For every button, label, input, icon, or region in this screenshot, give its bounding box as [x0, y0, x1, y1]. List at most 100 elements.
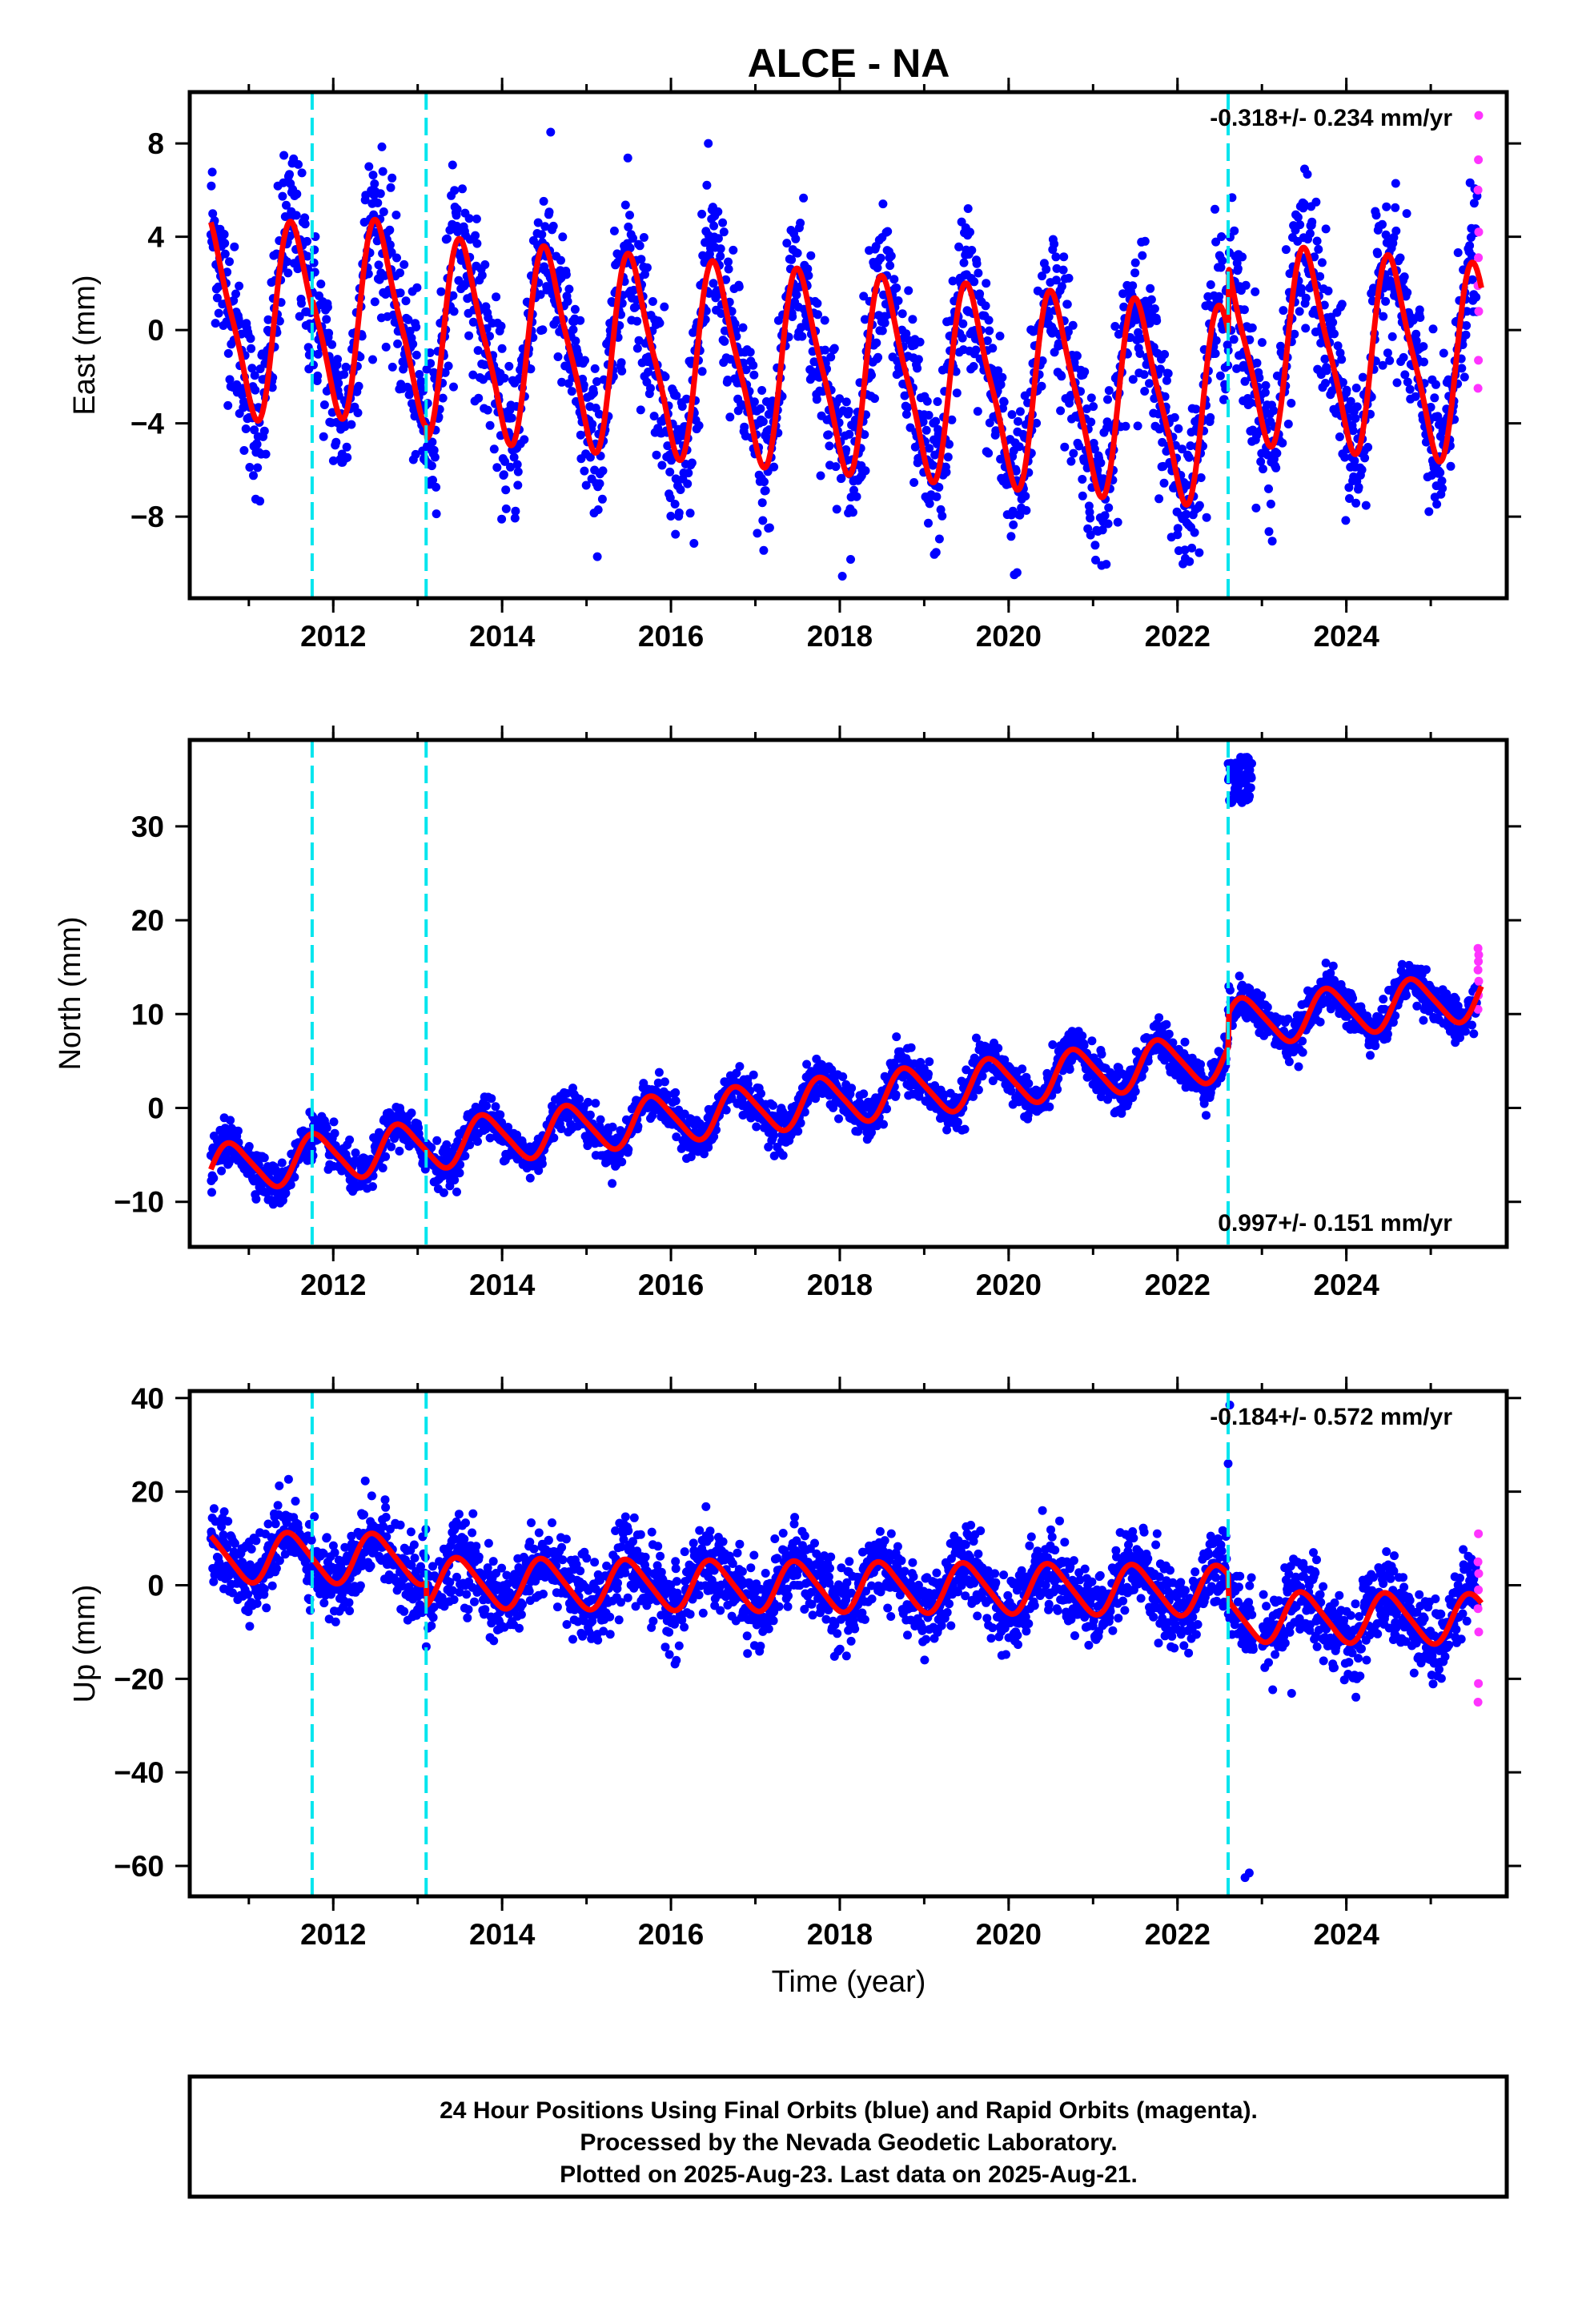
- final-orbit-point: [1317, 258, 1327, 267]
- final-orbit-point: [1338, 378, 1347, 387]
- final-orbit-point: [1100, 511, 1110, 521]
- final-orbit-point: [283, 268, 293, 278]
- final-orbit-point: [1321, 379, 1330, 388]
- final-orbit-point: [663, 1090, 673, 1100]
- final-orbit-point: [832, 505, 841, 514]
- final-orbit-point: [403, 382, 412, 392]
- final-orbit-point: [448, 160, 457, 170]
- final-orbit-point: [1238, 252, 1247, 262]
- final-orbit-point: [513, 480, 523, 490]
- final-orbit-point: [1439, 348, 1448, 358]
- final-orbit-point: [972, 259, 982, 268]
- final-orbit-point: [585, 1110, 595, 1120]
- final-orbit-point: [1091, 555, 1100, 565]
- final-orbit-point: [253, 463, 263, 472]
- final-orbit-point: [341, 362, 351, 372]
- final-orbit-point: [472, 239, 482, 248]
- final-orbit-point: [924, 518, 933, 528]
- final-orbit-point: [386, 183, 396, 192]
- final-orbit-point: [219, 230, 229, 239]
- final-orbit-point: [259, 426, 269, 436]
- final-orbit-point: [959, 258, 969, 267]
- final-orbit-point: [355, 352, 365, 362]
- final-orbit-point: [1173, 530, 1182, 540]
- final-orbit-point: [1462, 307, 1472, 316]
- final-orbit-point: [1053, 1084, 1062, 1094]
- final-orbit-point: [278, 191, 287, 201]
- final-orbit-point: [1344, 483, 1354, 493]
- final-orbit-point: [385, 225, 395, 235]
- final-orbit-point: [552, 316, 561, 325]
- final-orbit-point: [1411, 392, 1420, 401]
- final-orbit-point: [943, 452, 953, 462]
- final-orbit-point: [963, 204, 973, 213]
- final-orbit-point: [879, 1120, 888, 1129]
- final-orbit-point: [468, 317, 478, 327]
- final-orbit-point: [576, 430, 585, 440]
- final-orbit-point: [538, 325, 548, 335]
- final-orbit-point: [512, 460, 522, 469]
- final-orbit-point: [504, 361, 514, 371]
- final-orbit-point: [500, 373, 509, 383]
- final-orbit-point: [589, 388, 598, 398]
- final-orbit-point: [831, 462, 841, 472]
- final-orbit-point: [1007, 410, 1017, 420]
- final-orbit-point: [974, 1085, 983, 1095]
- final-orbit-point: [1360, 453, 1370, 463]
- final-orbit-point: [282, 200, 291, 210]
- final-orbit-point: [1320, 354, 1330, 364]
- final-orbit-point: [859, 292, 869, 301]
- final-orbit-point: [816, 471, 825, 480]
- final-orbit-point: [713, 207, 723, 216]
- final-orbit-point: [901, 329, 911, 339]
- final-orbit-point: [1187, 543, 1197, 553]
- final-orbit-point: [1182, 480, 1192, 490]
- final-orbit-point: [1391, 226, 1401, 235]
- final-orbit-point: [387, 173, 397, 183]
- final-orbit-point: [797, 323, 806, 332]
- final-orbit-point: [1145, 319, 1154, 328]
- final-orbit-point: [1168, 1038, 1178, 1047]
- final-orbit-point: [908, 315, 917, 324]
- final-orbit-point: [1333, 341, 1343, 351]
- x-tick-label: 2018: [807, 620, 873, 653]
- final-orbit-point: [802, 1059, 812, 1069]
- final-orbit-point: [892, 283, 901, 292]
- final-orbit-point: [292, 189, 302, 199]
- final-orbit-point: [436, 287, 446, 296]
- final-orbit-point: [1146, 295, 1156, 304]
- final-orbit-point: [1337, 355, 1347, 364]
- final-orbit-point: [630, 303, 640, 312]
- final-orbit-point: [934, 534, 944, 544]
- final-orbit-point: [1461, 330, 1471, 340]
- final-orbit-point: [1154, 494, 1164, 504]
- final-orbit-point: [725, 355, 735, 364]
- final-orbit-point: [229, 296, 239, 305]
- final-orbit-point: [500, 456, 510, 466]
- y-tick-label: 4: [147, 221, 164, 254]
- final-orbit-point: [1138, 251, 1147, 260]
- final-orbit-point: [1321, 224, 1331, 234]
- final-orbit-point: [982, 336, 992, 345]
- final-orbit-point: [793, 1127, 803, 1136]
- final-orbit-point: [654, 1068, 664, 1077]
- final-orbit-point: [1139, 370, 1149, 380]
- final-orbit-point: [671, 529, 681, 539]
- final-orbit-point: [1378, 360, 1387, 370]
- final-orbit-point: [903, 403, 912, 412]
- final-orbit-point: [585, 452, 595, 462]
- final-orbit-point: [724, 257, 733, 267]
- final-orbit-point: [702, 180, 712, 190]
- final-orbit-point: [492, 463, 502, 472]
- final-orbit-point: [553, 352, 563, 361]
- final-orbit-point: [1352, 402, 1362, 412]
- final-orbit-point: [576, 316, 585, 325]
- final-orbit-point: [1301, 293, 1311, 303]
- final-orbit-point: [477, 271, 487, 280]
- final-orbit-point: [644, 368, 653, 376]
- final-orbit-point: [598, 466, 608, 476]
- final-orbit-point: [217, 1166, 227, 1176]
- final-orbit-point: [674, 508, 684, 517]
- final-orbit-point: [1195, 501, 1204, 510]
- final-orbit-point: [787, 255, 797, 264]
